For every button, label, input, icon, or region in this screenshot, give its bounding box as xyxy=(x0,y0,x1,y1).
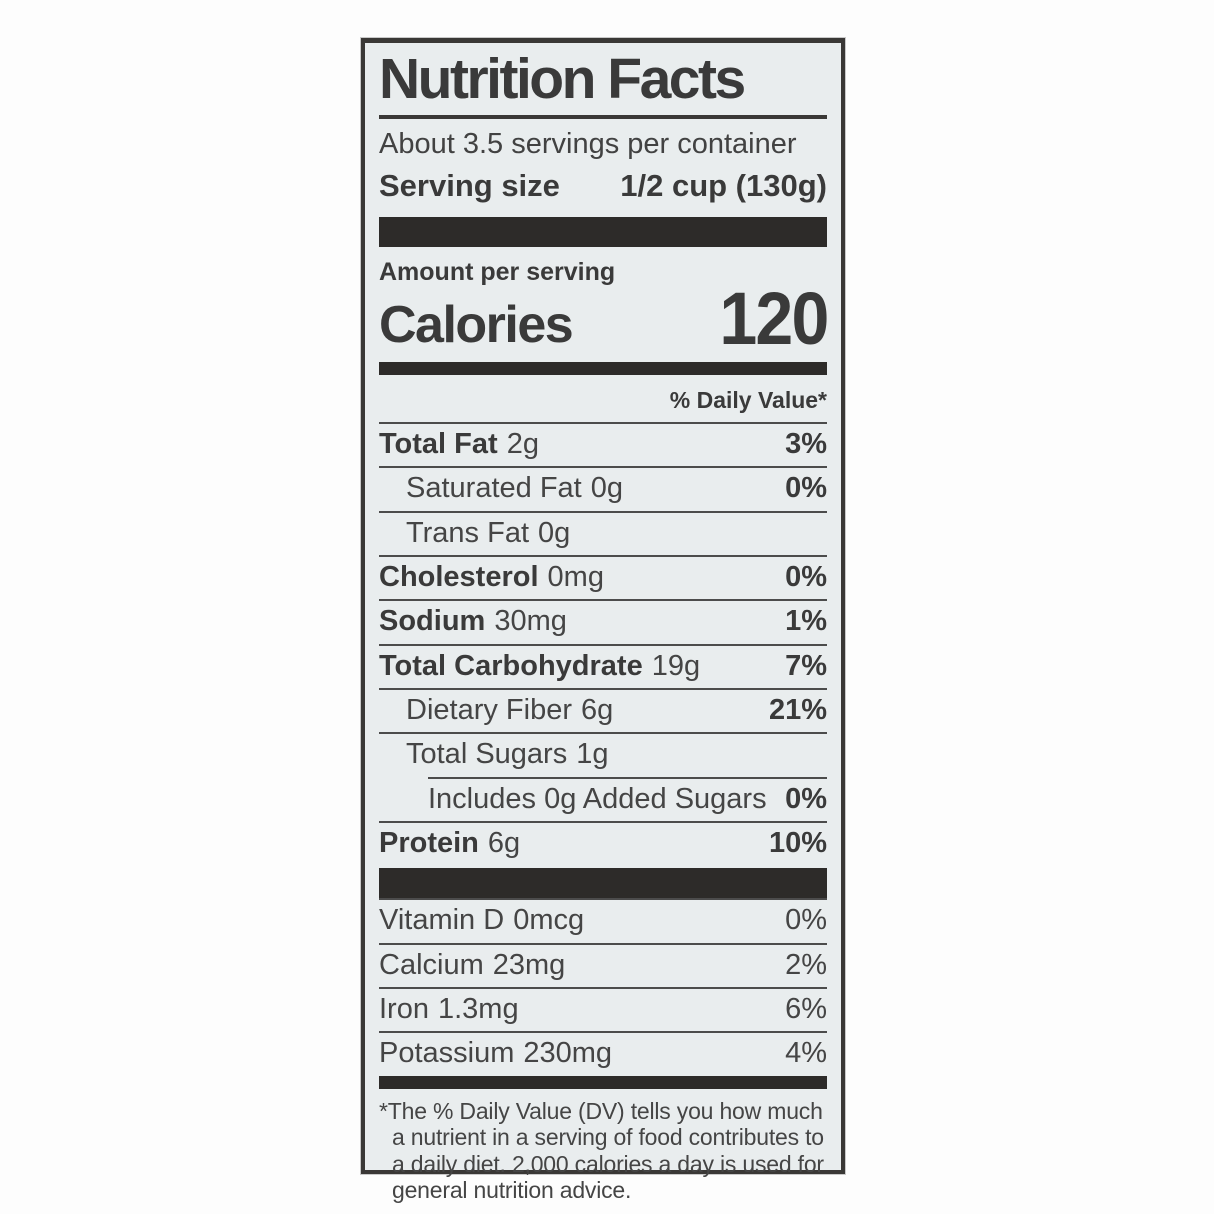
nutrient-amount: 0g xyxy=(590,472,623,505)
micronutrient-dv: 4% xyxy=(785,1037,827,1070)
nutrient-row-dietary-fiber: Dietary Fiber 6g 21% xyxy=(379,687,827,732)
separator-bar-medium-calories xyxy=(379,361,827,375)
nutrient-row-protein: Protein 6g 10% xyxy=(379,820,827,865)
nutrient-name: Total Sugars xyxy=(406,738,568,771)
daily-value-footnote: *The % Daily Value (DV) tells you how mu… xyxy=(379,1097,824,1204)
nutrient-name: Protein xyxy=(379,826,479,859)
nutrient-dv: 0% xyxy=(785,560,827,593)
micronutrient-amount: 0mcg xyxy=(513,904,585,937)
daily-value-header: % Daily Value* xyxy=(669,386,827,413)
separator-bar-thick-top xyxy=(379,216,827,247)
nutrient-dv: 0% xyxy=(785,472,827,505)
nutrition-facts-label: Nutrition Facts About 3.5 servings per c… xyxy=(361,38,845,1203)
nutrient-name: Saturated Fat xyxy=(406,472,582,505)
nutrient-row-total-fat: Total Fat 2g 3% xyxy=(379,421,827,466)
label-title: Nutrition Facts xyxy=(379,51,827,119)
nutrient-row-trans-fat: Trans Fat 0g xyxy=(379,510,827,555)
nutrient-amount: 30mg xyxy=(494,605,567,638)
nutrient-row-added-sugars: Includes 0g Added Sugars 0% xyxy=(428,776,827,821)
separator-bar-medium-footnote xyxy=(379,1075,827,1089)
nutrient-row-saturated-fat: Saturated Fat 0g 0% xyxy=(379,466,827,510)
calories-row: Calories 120 xyxy=(379,276,829,360)
nutrient-amount: 2g xyxy=(506,427,539,460)
nutrient-amount: 1g xyxy=(576,738,609,771)
micronutrient-name: Calcium xyxy=(379,948,484,981)
nutrient-amount: 6g xyxy=(487,826,521,859)
micronutrient-amount: 1.3mg xyxy=(437,993,519,1025)
micronutrient-dv: 0% xyxy=(785,904,827,937)
amount-per-serving-label: Amount per serving xyxy=(379,257,616,286)
nutrient-name: Total Fat xyxy=(379,427,498,460)
micronutrient-name: Potassium xyxy=(379,1037,515,1070)
micronutrient-row-iron: Iron 1.3mg 6% xyxy=(379,987,827,1031)
calories-value: 120 xyxy=(718,276,829,360)
nutrient-name: Cholesterol xyxy=(379,560,539,593)
micronutrient-name: Iron xyxy=(379,993,429,1025)
micronutrient-amount: 230mg xyxy=(523,1037,613,1070)
micronutrient-dv: 2% xyxy=(785,948,827,981)
micronutrient-row-calcium: Calcium 23mg 2% xyxy=(379,942,827,987)
nutrient-amount: 0mg xyxy=(547,560,604,593)
serving-size-label: Serving size xyxy=(379,167,560,203)
micronutrient-dv: 6% xyxy=(785,993,827,1025)
nutrient-amount: 6g xyxy=(581,693,614,726)
nutrient-dv: 3% xyxy=(785,427,827,460)
nutrient-dv: 21% xyxy=(768,693,827,726)
servings-per-container: About 3.5 servings per container xyxy=(379,128,797,160)
micronutrient-amount: 23mg xyxy=(492,948,566,981)
nutrient-name: Dietary Fiber xyxy=(406,693,572,726)
micronutrient-row-vitamin-d: Vitamin D 0mcg 0% xyxy=(379,898,827,942)
nutrient-name: Includes 0g Added Sugars xyxy=(428,782,767,815)
nutrient-dv: 7% xyxy=(785,649,827,682)
calories-label: Calories xyxy=(379,296,574,355)
nutrient-amount: 19g xyxy=(651,649,701,682)
micronutrient-row-potassium: Potassium 230mg 4% xyxy=(379,1031,827,1075)
serving-size-value: 1/2 cup (130g) xyxy=(620,167,827,203)
separator-bar-thick-bottom xyxy=(379,868,827,899)
nutrient-row-total-sugars: Total Sugars 1g xyxy=(379,732,827,776)
nutrient-amount: 0g xyxy=(538,516,571,549)
nutrient-name: Total Carbohydrate xyxy=(379,649,643,682)
nutrient-row-sodium: Sodium 30mg 1% xyxy=(379,599,827,643)
serving-size-row: Serving size 1/2 cup (130g) xyxy=(379,168,827,204)
nutrient-name: Sodium xyxy=(379,605,486,638)
nutrient-dv: 0% xyxy=(785,782,827,815)
nutrient-dv: 1% xyxy=(785,605,827,638)
nutrient-name: Trans Fat xyxy=(406,516,530,549)
nutrient-dv: 10% xyxy=(768,826,827,859)
micronutrient-name: Vitamin D xyxy=(379,904,505,937)
nutrient-row-total-carbohydrate: Total Carbohydrate 19g 7% xyxy=(379,643,827,688)
nutrient-row-cholesterol: Cholesterol 0mg 0% xyxy=(379,554,827,599)
